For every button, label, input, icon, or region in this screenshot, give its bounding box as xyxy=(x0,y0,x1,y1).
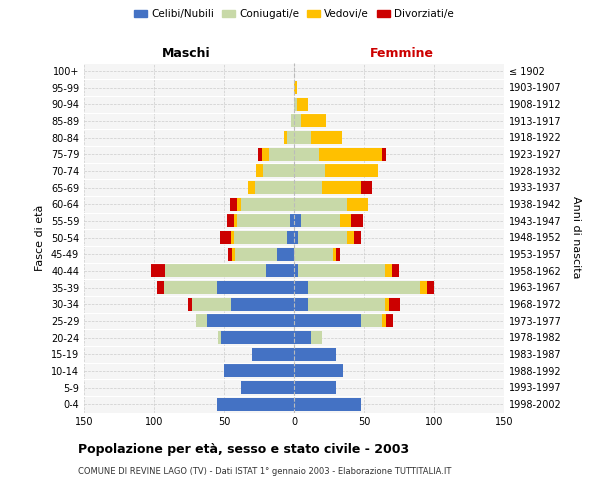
Bar xyxy=(347,198,368,210)
Bar xyxy=(294,148,319,160)
Bar xyxy=(311,131,341,144)
Bar xyxy=(322,181,361,194)
Bar xyxy=(382,148,386,160)
Bar xyxy=(263,164,294,177)
Bar xyxy=(294,231,298,244)
Bar xyxy=(294,331,311,344)
Bar xyxy=(354,231,361,244)
Bar xyxy=(234,214,236,228)
Bar xyxy=(308,298,385,310)
Bar xyxy=(207,314,294,328)
Bar xyxy=(262,148,269,160)
Bar xyxy=(231,231,234,244)
Bar xyxy=(386,314,394,328)
Bar xyxy=(325,164,378,177)
Y-axis label: Fasce di età: Fasce di età xyxy=(35,204,45,270)
Bar xyxy=(294,281,308,294)
Bar xyxy=(234,231,287,244)
Bar xyxy=(294,264,298,278)
Bar xyxy=(298,264,385,278)
Bar xyxy=(294,131,311,144)
Bar xyxy=(217,398,294,410)
Bar xyxy=(257,148,262,160)
Bar xyxy=(294,214,301,228)
Bar xyxy=(308,281,420,294)
Bar xyxy=(151,264,165,278)
Bar xyxy=(252,348,294,360)
Bar xyxy=(294,81,297,94)
Bar xyxy=(227,214,234,228)
Bar xyxy=(294,248,333,260)
Bar xyxy=(291,114,294,128)
Bar xyxy=(218,331,221,344)
Bar xyxy=(319,148,382,160)
Bar xyxy=(236,198,241,210)
Bar xyxy=(340,214,352,228)
Bar xyxy=(157,281,164,294)
Bar xyxy=(256,164,263,177)
Bar xyxy=(347,231,354,244)
Bar xyxy=(301,214,340,228)
Legend: Celibi/Nubili, Coniugati/e, Vedovi/e, Divorziati/e: Celibi/Nubili, Coniugati/e, Vedovi/e, Di… xyxy=(130,5,458,24)
Bar xyxy=(287,131,294,144)
Bar xyxy=(427,281,434,294)
Bar xyxy=(294,181,322,194)
Bar xyxy=(297,98,308,110)
Bar xyxy=(294,364,343,378)
Text: Femmine: Femmine xyxy=(370,47,434,60)
Bar xyxy=(294,164,325,177)
Bar xyxy=(361,314,382,328)
Bar xyxy=(298,231,347,244)
Bar xyxy=(294,314,361,328)
Text: Maschi: Maschi xyxy=(161,47,211,60)
Y-axis label: Anni di nascita: Anni di nascita xyxy=(571,196,581,278)
Bar xyxy=(221,331,294,344)
Bar xyxy=(220,231,231,244)
Bar xyxy=(294,381,336,394)
Bar xyxy=(230,198,236,210)
Bar xyxy=(389,298,400,310)
Bar xyxy=(235,248,277,260)
Bar xyxy=(224,364,294,378)
Bar xyxy=(248,181,255,194)
Bar xyxy=(301,114,326,128)
Bar xyxy=(266,264,294,278)
Bar xyxy=(269,148,294,160)
Bar xyxy=(311,331,322,344)
Bar xyxy=(241,381,294,394)
Bar xyxy=(165,264,266,278)
Bar xyxy=(294,198,347,210)
Bar xyxy=(236,214,290,228)
Bar xyxy=(241,198,294,210)
Text: COMUNE DI REVINE LAGO (TV) - Dati ISTAT 1° gennaio 2003 - Elaborazione TUTTITALI: COMUNE DI REVINE LAGO (TV) - Dati ISTAT … xyxy=(78,468,451,476)
Bar xyxy=(385,264,392,278)
Bar xyxy=(284,131,287,144)
Bar xyxy=(192,298,231,310)
Bar xyxy=(188,298,192,310)
Bar xyxy=(232,248,235,260)
Bar xyxy=(420,281,427,294)
Bar xyxy=(294,98,297,110)
Bar xyxy=(385,298,389,310)
Bar xyxy=(231,298,294,310)
Bar xyxy=(294,398,361,410)
Bar xyxy=(290,214,294,228)
Bar xyxy=(336,248,340,260)
Bar xyxy=(255,181,294,194)
Bar xyxy=(287,231,294,244)
Bar xyxy=(294,114,301,128)
Bar xyxy=(333,248,336,260)
Bar xyxy=(361,181,373,194)
Bar xyxy=(228,248,232,260)
Text: Popolazione per età, sesso e stato civile - 2003: Popolazione per età, sesso e stato civil… xyxy=(78,442,409,456)
Bar xyxy=(294,348,336,360)
Bar xyxy=(352,214,362,228)
Bar xyxy=(382,314,386,328)
Bar xyxy=(196,314,207,328)
Bar xyxy=(277,248,294,260)
Bar xyxy=(217,281,294,294)
Bar xyxy=(294,298,308,310)
Bar xyxy=(164,281,217,294)
Bar xyxy=(392,264,399,278)
